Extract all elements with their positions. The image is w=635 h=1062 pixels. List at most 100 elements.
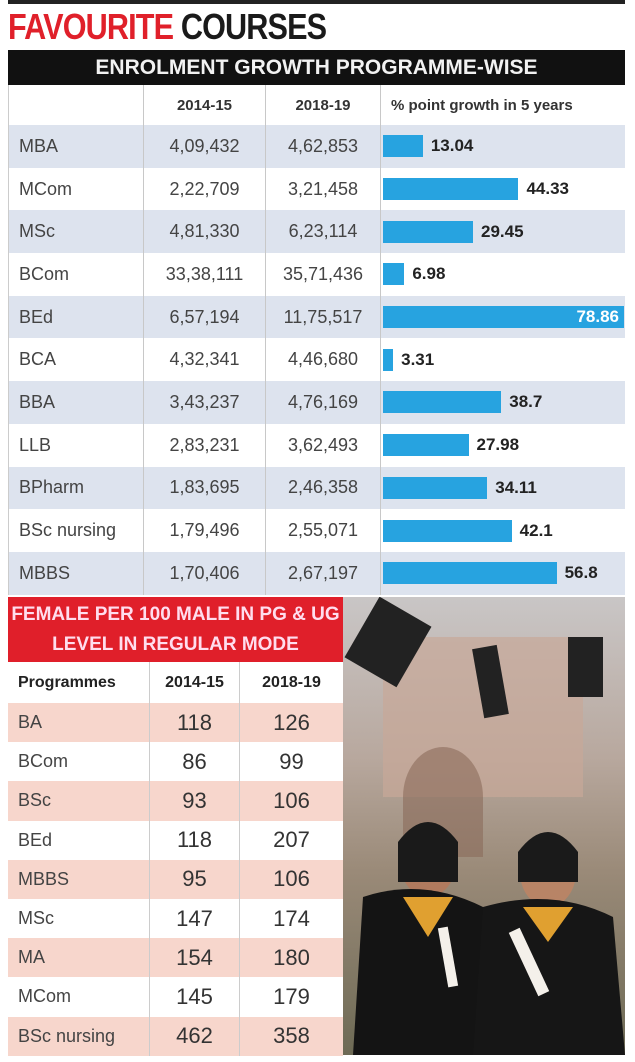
header-cell: 2014-15	[144, 85, 266, 125]
enrolment-2014-15: 6,57,194	[144, 295, 266, 339]
programme-label: BCA	[9, 338, 144, 382]
programme-label: MBBS	[9, 551, 144, 595]
growth-bar	[383, 178, 519, 201]
table-row: BSc nursing 1,79,496 2,55,071 42.1	[9, 509, 625, 552]
growth-cell: 3.31	[381, 338, 625, 381]
growth-value: 38.7	[509, 392, 543, 412]
programme-label: BEd	[9, 295, 144, 339]
enrolment-2018-19: 4,62,853	[266, 125, 381, 168]
table-row: BA 118 126	[8, 703, 343, 743]
enrolment-2018-19: 2,46,358	[266, 466, 381, 510]
ratio-2014-15: 145	[150, 977, 240, 1017]
enrolment-2014-15: 1,70,406	[144, 551, 266, 595]
enrolment-2014-15: 1,83,695	[144, 466, 266, 510]
growth-cell: 27.98	[381, 424, 625, 467]
programme-label: BBA	[9, 381, 144, 424]
growth-value: 44.33	[526, 179, 570, 199]
programme-label: MCom	[8, 977, 150, 1017]
growth-bar	[383, 391, 502, 414]
ratio-2014-15: 86	[150, 742, 240, 782]
programme-label: BPharm	[9, 466, 144, 510]
growth-value: 34.11	[495, 477, 537, 497]
programme-label: MBA	[9, 125, 144, 168]
growth-cell: 44.33	[381, 168, 625, 211]
female-table: Programmes 2014-15 2018-19 BA 118 126 BCom 8…	[8, 662, 343, 1056]
table-row: MSc 4,81,330 6,23,114 29.45	[9, 210, 625, 254]
enrolment-2018-19: 2,55,071	[266, 509, 381, 552]
ratio-2018-19: 207	[273, 827, 310, 853]
enrolment-table-title: ENROLMENT GROWTH PROGRAMME-WISE	[8, 50, 625, 85]
page-title: FAVOURITE COURSES	[8, 6, 327, 47]
ratio-2018-19: 99	[279, 748, 304, 774]
header-cell: 2018-19	[266, 85, 381, 125]
growth-bar	[383, 135, 423, 158]
growth-cell: 13.04	[381, 125, 625, 168]
programme-label: BA	[8, 703, 150, 743]
table-row: BCA 4,32,341 4,46,680 3.31	[9, 338, 625, 382]
growth-cell: 78.86	[381, 296, 625, 339]
growth-value: 56.8	[564, 563, 598, 583]
growth-cell: 34.11	[381, 467, 625, 510]
table-row: BCom 86 99	[8, 742, 343, 782]
table-header-row: Programmes 2014-15 2018-19	[8, 662, 343, 703]
enrolment-2018-19: 3,62,493	[266, 423, 381, 467]
table-row: MBA 4,09,432 4,62,853 13.04	[9, 125, 625, 168]
growth-bar	[383, 348, 394, 371]
growth-bar	[383, 562, 557, 585]
ratio-2014-15: 118	[150, 703, 240, 743]
programme-label: MA	[8, 938, 150, 978]
header-cell	[9, 85, 144, 125]
growth-value: 13.04	[430, 136, 474, 156]
enrolment-2018-19: 2,67,197	[266, 551, 381, 595]
ratio-2018-19: 179	[273, 983, 310, 1009]
table-row: MSc 147 174	[8, 898, 343, 939]
programme-label: BCom	[9, 253, 144, 296]
table-header-row: 2014-15 2018-19 % point growth in 5 year…	[9, 85, 625, 125]
enrolment-2014-15: 3,43,237	[144, 381, 266, 424]
growth-value: 42.1	[519, 520, 553, 540]
growth-cell: 29.45	[381, 210, 625, 253]
ratio-2014-15: 462	[150, 1016, 240, 1056]
growth-cell: 6.98	[381, 253, 625, 296]
growth-bar	[383, 220, 473, 243]
table-row: BSc nursing 462 358	[8, 1016, 343, 1056]
enrolment-2014-15: 2,22,709	[144, 167, 266, 211]
header-cell: 2014-15	[150, 662, 240, 703]
programme-label: MSc	[9, 210, 144, 254]
table-row: BSc 93 106	[8, 781, 343, 821]
header-cell: Programmes	[8, 662, 150, 703]
growth-bar	[383, 263, 405, 286]
programme-label: MCom	[9, 167, 144, 211]
ratio-2014-15: 118	[150, 820, 240, 860]
table-row: MCom 2,22,709 3,21,458 44.33	[9, 167, 625, 211]
table-row: BEd 6,57,194 11,75,517 78.86	[9, 295, 625, 339]
table-row: BCom 33,38,111 35,71,436 6.98	[9, 253, 625, 296]
programme-label: BSc	[8, 781, 150, 821]
enrolment-2018-19: 11,75,517	[266, 295, 381, 339]
ratio-2014-15: 147	[150, 898, 240, 939]
enrolment-2018-19: 4,46,680	[266, 338, 381, 382]
growth-value: 27.98	[476, 435, 520, 455]
enrolment-2014-15: 1,79,496	[144, 509, 266, 552]
growth-bar	[383, 519, 512, 542]
ratio-2018-19: 358	[273, 1023, 310, 1049]
table-row: BBA 3,43,237 4,76,169 38.7	[9, 381, 625, 424]
programme-label: LLB	[9, 423, 144, 467]
programme-label: BEd	[8, 820, 150, 860]
ratio-2018-19: 106	[273, 866, 310, 892]
enrolment-2018-19: 35,71,436	[266, 253, 381, 296]
growth-cell: 56.8	[381, 552, 625, 595]
growth-value: 78.86	[576, 307, 619, 327]
header-cell: 2018-19	[262, 673, 321, 691]
ratio-2014-15: 154	[150, 938, 240, 978]
programme-label: BCom	[8, 742, 150, 782]
graduates-photo	[343, 597, 625, 1055]
growth-cell: 38.7	[381, 381, 625, 424]
growth-cell: 42.1	[381, 509, 625, 552]
ratio-2018-19: 126	[273, 709, 310, 735]
female-table-title: FEMALE PER 100 MALE IN PG & UG LEVEL IN …	[8, 597, 343, 662]
enrolment-2018-19: 3,21,458	[266, 167, 381, 211]
growth-value: 6.98	[412, 264, 446, 284]
enrolment-2018-19: 6,23,114	[266, 210, 381, 254]
enrolment-2014-15: 33,38,111	[144, 253, 266, 296]
